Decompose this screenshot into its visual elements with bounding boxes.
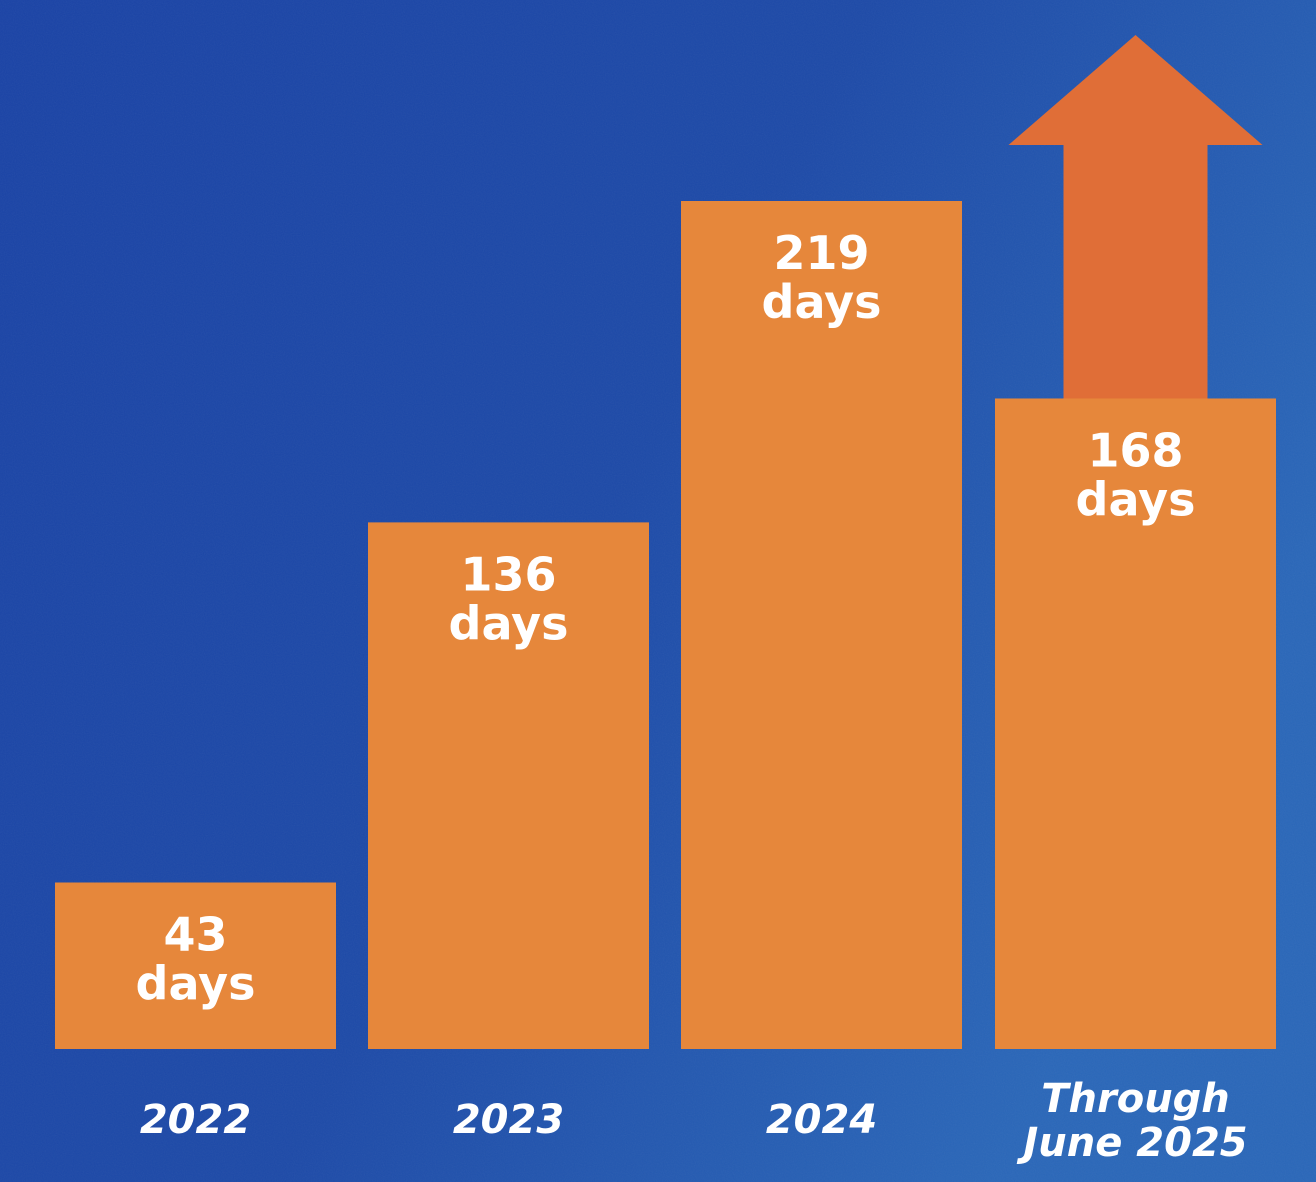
x-tick-label-0: 2022 [140,1097,251,1143]
annotation-layer [1008,35,1263,399]
bar-value-label-1: 136 [460,547,556,601]
bar-value-label-3: 168 [1087,423,1183,477]
bars-layer [55,201,1276,1049]
bar-3 [995,398,1276,1049]
bar-unit-label-0: days [136,956,256,1010]
bar-1 [368,522,649,1049]
x-tick-label-1: 2023 [453,1097,564,1143]
bar-2 [681,201,962,1049]
bar-0 [55,882,336,1049]
x-tick-label-2: 2024 [766,1097,877,1143]
x-tick-label-3-line-1: June 2025 [1016,1120,1247,1166]
bar-value-label-2: 219 [773,226,869,280]
bar-unit-label-3: days [1076,472,1196,526]
up-arrow-icon [1008,35,1263,399]
x-tick-label-3-line-0: Through [1041,1076,1230,1122]
bar-value-label-0: 43 [163,907,227,961]
bar-unit-label-2: days [762,275,882,329]
bar-unit-label-1: days [449,596,569,650]
